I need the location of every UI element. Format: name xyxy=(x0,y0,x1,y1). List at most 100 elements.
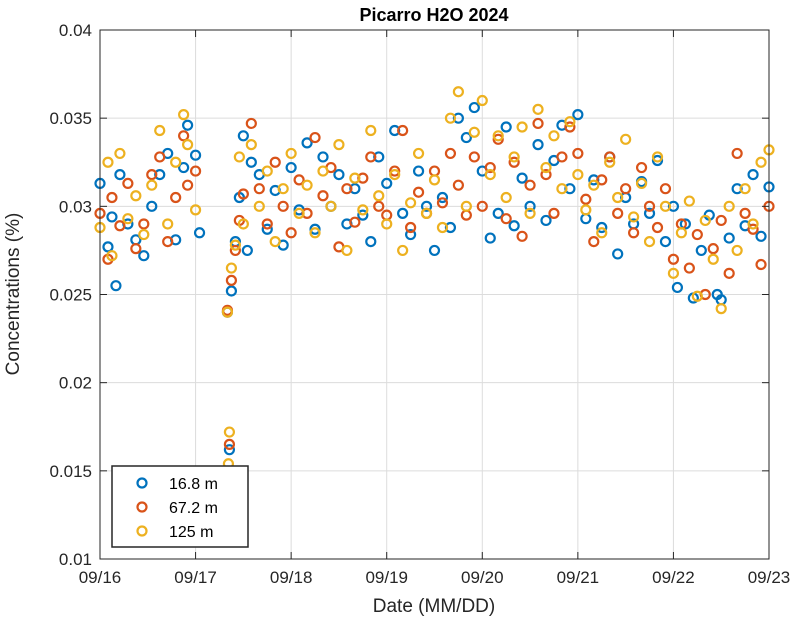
point-125-m-81 xyxy=(723,200,735,212)
point-67-2-m-71 xyxy=(651,221,664,234)
legend-label-16-8m: 16.8 m xyxy=(169,476,218,493)
point-125-m-8 xyxy=(154,124,166,137)
point-125-m-53 xyxy=(500,191,512,204)
point-125-m-39 xyxy=(389,168,401,181)
point-125-m-50 xyxy=(476,94,488,107)
point-125-m-33 xyxy=(341,244,353,257)
point-125-m-67 xyxy=(612,191,624,204)
point-67-2-m-20 xyxy=(245,117,257,130)
point-125-m-6 xyxy=(138,228,150,241)
point-16-8-m-45 xyxy=(420,200,433,212)
point-67-2-m-10 xyxy=(170,191,182,204)
point-125-m-12 xyxy=(182,139,194,151)
x-tick-label-09-16: 09/16 xyxy=(79,568,122,587)
point-125-m-83 xyxy=(739,183,751,195)
point-67-2-m-68 xyxy=(628,227,640,239)
point-67-2-m-48 xyxy=(468,151,480,163)
point-16-8-m-88 xyxy=(755,230,767,242)
point-125-m-38 xyxy=(381,218,393,230)
point-67-2-m-21 xyxy=(253,183,265,195)
point-125-m-9 xyxy=(162,218,174,230)
point-67-2-m-29 xyxy=(317,190,329,202)
point-125-m-21 xyxy=(245,139,257,151)
point-125-m-57 xyxy=(532,103,544,115)
point-125-m-49 xyxy=(468,126,480,138)
point-125-m-3 xyxy=(114,147,126,160)
point-125-m-54 xyxy=(508,151,520,163)
point-125-m-10 xyxy=(170,156,182,168)
legend-label-67-2m: 67.2 m xyxy=(169,500,218,517)
point-125-m-71 xyxy=(643,236,656,248)
point-16-8-m-18 xyxy=(225,285,238,297)
point-125-m-55 xyxy=(516,121,528,133)
point-67-2-m-60 xyxy=(564,121,576,133)
point-67-2-m-56 xyxy=(532,117,544,130)
tick-labels: 09/16 09/17 09/18 09/19 09/20 09/21 09/22 09/23… xyxy=(49,21,790,587)
point-16-8-m-44 xyxy=(412,165,425,177)
point-125-m-76 xyxy=(683,195,695,207)
x-tick-label-09-22: 09/22 xyxy=(652,568,695,587)
point-125-m-84 xyxy=(747,218,759,230)
point-67-2-m-83 xyxy=(747,223,759,235)
point-125-m-79 xyxy=(707,253,719,265)
x-axis-label: Date (MM/DD) xyxy=(373,596,495,617)
point-125-m-2 xyxy=(106,250,118,262)
point-67-2-m-67 xyxy=(620,183,632,195)
point-16-8-m-7 xyxy=(138,250,150,262)
point-67-2-m-15 xyxy=(223,438,236,450)
point-67-2-m-58 xyxy=(548,207,560,219)
point-125-m-27 xyxy=(293,207,305,219)
point-67-2-m-70 xyxy=(643,200,656,212)
point-125-m-35 xyxy=(357,204,369,216)
point-16-8-m-53 xyxy=(484,232,496,244)
point-16-8-m-64 xyxy=(572,109,584,121)
point-16-8-m-25 xyxy=(261,223,273,235)
point-16-8-m-58 xyxy=(524,200,536,212)
point-67-2-m-28 xyxy=(309,131,321,144)
point-67-2-m-75 xyxy=(683,262,695,274)
point-67-2-m-84 xyxy=(755,258,767,271)
point-16-8-m-54 xyxy=(492,207,504,219)
y-tick-label-0-03: 0.03 xyxy=(59,197,92,216)
point-67-2-m-76 xyxy=(691,228,703,241)
y-tick-label-0-035: 0.035 xyxy=(49,109,92,128)
point-67-2-m-2 xyxy=(106,191,118,204)
point-67-2-m-65 xyxy=(604,151,616,163)
point-67-2-m-81 xyxy=(731,147,743,160)
point-125-m-64 xyxy=(588,179,600,191)
point-125-m-58 xyxy=(540,161,552,174)
y-tick-label-0-025: 0.025 xyxy=(49,286,92,305)
point-67-2-m-50 xyxy=(484,161,496,174)
point-67-2-m-44 xyxy=(436,197,449,209)
point-125-m-80 xyxy=(715,303,727,315)
point-125-m-59 xyxy=(548,130,560,142)
point-125-m-26 xyxy=(285,147,297,160)
point-67-2-m-79 xyxy=(715,214,727,227)
point-16-8-m-55 xyxy=(500,121,512,133)
x-tick-label-09-21: 09/21 xyxy=(557,568,600,587)
point-125-m-32 xyxy=(333,139,345,151)
point-125-m-16 xyxy=(223,426,236,438)
point-125-m-63 xyxy=(580,204,592,216)
point-125-m-37 xyxy=(373,190,385,202)
point-16-8-m-78 xyxy=(679,218,691,230)
point-16-8-m-47 xyxy=(436,191,449,204)
point-16-8-m-3 xyxy=(110,280,122,292)
point-125-m-30 xyxy=(317,165,329,177)
point-16-8-m-28 xyxy=(285,161,297,174)
point-67-2-m-82 xyxy=(739,207,751,219)
point-67-2-m-36 xyxy=(373,200,385,212)
point-16-8-m-38 xyxy=(365,236,377,248)
point-125-m-44 xyxy=(428,174,441,186)
point-125-m-48 xyxy=(460,200,472,212)
point-125-m-52 xyxy=(492,130,504,142)
point-16-8-m-40 xyxy=(381,177,393,190)
point-67-2-m-53 xyxy=(508,156,520,168)
point-16-8-m-73 xyxy=(643,207,656,219)
point-16-8-m-67 xyxy=(596,221,608,234)
point-16-8-m-87 xyxy=(747,168,759,181)
point-125-m-25 xyxy=(277,183,289,195)
point-125-m-5 xyxy=(130,190,142,202)
point-67-2-m-62 xyxy=(580,193,592,205)
point-67-2-m-9 xyxy=(162,236,174,248)
